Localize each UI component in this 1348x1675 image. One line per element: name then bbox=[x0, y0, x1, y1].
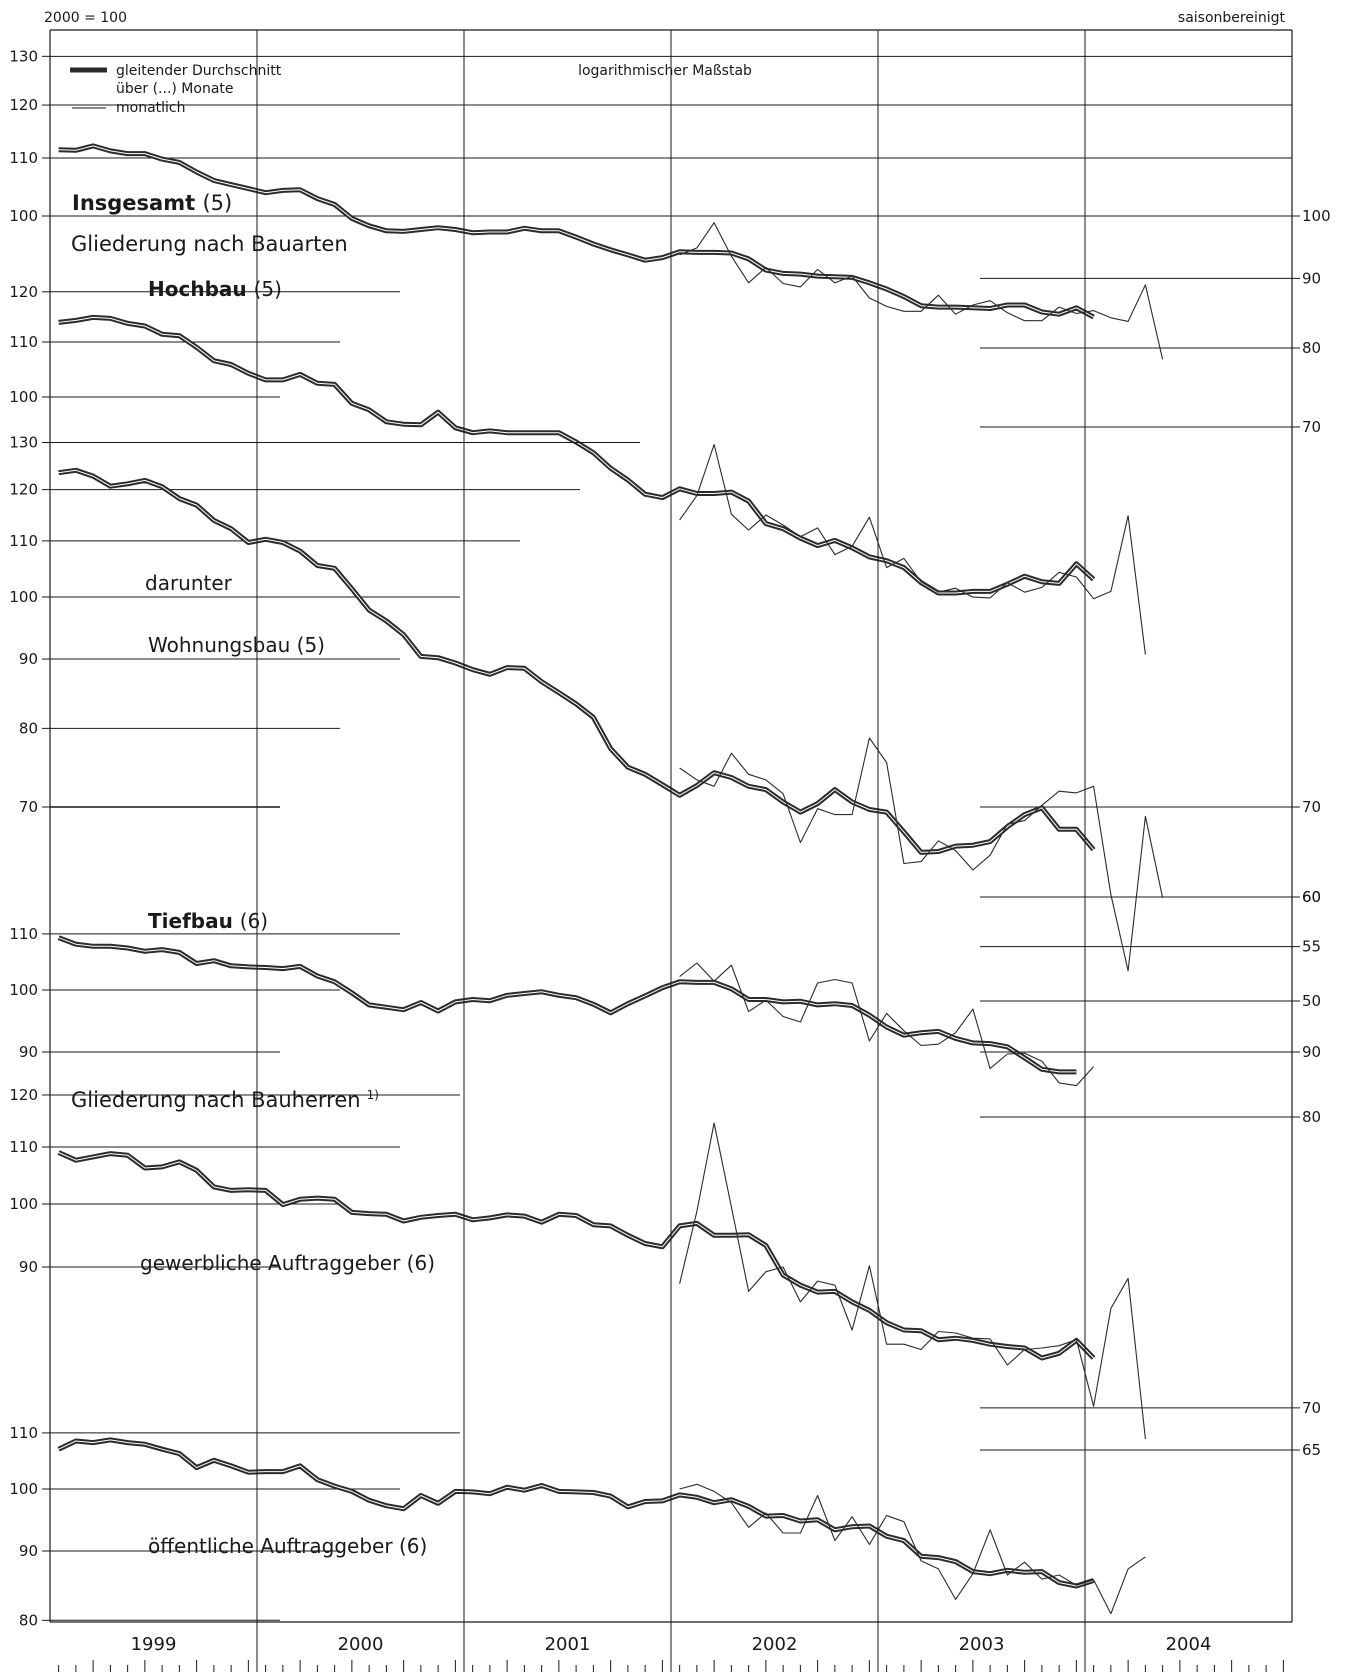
year-label: 2003 bbox=[959, 1634, 1005, 1655]
right-tick-label: 50 bbox=[1302, 992, 1321, 1010]
series-average-inner bbox=[58, 937, 1077, 1073]
left-tick-label: 120 bbox=[9, 1086, 38, 1104]
left-tick-label: 110 bbox=[9, 1138, 38, 1156]
panel-4: 90 100 110 120 80 90 gewerbliche Auftraggeber … bbox=[9, 1043, 1321, 1440]
panel-title-suffix: (5) bbox=[297, 633, 325, 657]
right-tick-label: 60 bbox=[1302, 888, 1321, 906]
panel-title-name: Wohnungsbau bbox=[148, 633, 297, 657]
series-monthly-line bbox=[679, 737, 1164, 972]
time-axis: 1999 2000 2001 2002 2003 2004 bbox=[58, 1634, 1284, 1672]
series-monthly-line bbox=[679, 443, 1146, 655]
right-tick-label: 80 bbox=[1302, 1108, 1321, 1126]
section-bauarten: Gliederung nach Bauarten bbox=[71, 232, 348, 256]
adjustment-label: saisonbereinigt bbox=[1178, 10, 1286, 26]
legend-average-label-1: gleitender Durchschnitt bbox=[116, 63, 282, 79]
section-bauherren-title: Gliederung nach Bauherren bbox=[71, 1088, 361, 1112]
right-tick-label: 65 bbox=[1302, 1441, 1321, 1459]
panel-title-suffix: (6) bbox=[240, 909, 268, 933]
left-tick-label: 130 bbox=[9, 47, 38, 65]
series-average-line bbox=[57, 1437, 1095, 1589]
series-monthly-line bbox=[679, 1122, 1146, 1440]
left-tick-label: 120 bbox=[9, 283, 38, 301]
left-tick-label: 100 bbox=[9, 1195, 38, 1213]
year-label: 2004 bbox=[1166, 1634, 1212, 1655]
year-label: 2002 bbox=[752, 1634, 798, 1655]
legend-average-label-2: über (...) Monate bbox=[116, 81, 234, 97]
series-average-inner bbox=[58, 316, 1094, 594]
legend-monthly-label: monatlich bbox=[116, 100, 186, 116]
panel-title-name: gewerbliche Auftraggeber bbox=[140, 1251, 407, 1275]
panel-title-name: Hochbau bbox=[148, 277, 254, 301]
left-tick-label: 100 bbox=[9, 207, 38, 225]
right-tick-label: 60 bbox=[1302, 888, 1321, 906]
series-average-line bbox=[58, 467, 1096, 855]
left-tick-label: 110 bbox=[9, 149, 38, 167]
panel-title-name: Insgesamt bbox=[72, 191, 202, 215]
right-tick-label: 90 bbox=[1302, 269, 1321, 287]
panel-title-suffix: (5) bbox=[202, 191, 232, 215]
series-average-inner bbox=[58, 469, 1094, 853]
left-tick-label: 110 bbox=[9, 532, 38, 550]
series-average-line bbox=[58, 314, 1096, 596]
series-average-inner bbox=[58, 145, 1094, 318]
left-tick-label: 100 bbox=[9, 1480, 38, 1498]
chart-frame bbox=[49, 29, 1293, 1672]
left-tick-label: 90 bbox=[19, 650, 38, 668]
left-tick-label: 80 bbox=[19, 1611, 38, 1629]
panel-title: Tiefbau (6) bbox=[148, 909, 268, 933]
panel-title-suffix: (5) bbox=[254, 277, 282, 301]
left-tick-label: 80 bbox=[19, 719, 38, 737]
panel-title: öffentliche Auftraggeber (6) bbox=[148, 1534, 427, 1558]
left-tick-label: 100 bbox=[9, 388, 38, 406]
panel-title-name: öffentliche Auftraggeber bbox=[148, 1534, 399, 1558]
panel-title: Insgesamt (5) bbox=[72, 191, 232, 215]
series-average-inner bbox=[58, 1439, 1094, 1587]
darunter-label: darunter bbox=[145, 571, 233, 595]
panel-3: 90 100 110 50 55 60 Tiefbau (6) bbox=[9, 888, 1321, 1087]
panel-title: gewerbliche Auftraggeber (6) bbox=[140, 1251, 435, 1275]
panel-title: Hochbau (5) bbox=[148, 277, 282, 301]
panel-1: 100 110 120 70 80 90 100 Hochbau (5) bbox=[9, 207, 1331, 655]
panel-5: 80 90 100 110 65 70 öffentliche Auftraggeber (… bbox=[9, 1399, 1321, 1629]
left-tick-label: 120 bbox=[9, 96, 38, 114]
panel-2: 70 80 90 100 110 120 130 60 70 Wohnungsbau (5) bbox=[9, 434, 1321, 972]
left-tick-label: 90 bbox=[19, 1258, 38, 1276]
left-tick-label: 130 bbox=[9, 434, 38, 452]
left-tick-label: 110 bbox=[9, 1424, 38, 1442]
right-tick-label: 70 bbox=[1302, 798, 1321, 816]
series-monthly-line bbox=[679, 1483, 1146, 1615]
left-tick-label: 110 bbox=[9, 925, 38, 943]
right-tick-label: 100 bbox=[1302, 207, 1331, 225]
year-label: 2000 bbox=[338, 1634, 384, 1655]
section-bauherren: Gliederung nach Bauherren 1) bbox=[71, 1088, 379, 1112]
panel-title-name: Tiefbau bbox=[148, 909, 240, 933]
base-label: 2000 = 100 bbox=[44, 10, 127, 26]
right-tick-label: 70 bbox=[1302, 1399, 1321, 1417]
year-label: 2001 bbox=[545, 1634, 591, 1655]
left-tick-label: 100 bbox=[9, 588, 38, 606]
legend: gleitender Durchschnitt über (...) Monat… bbox=[70, 63, 282, 116]
series-average-inner bbox=[58, 1152, 1094, 1359]
scale-note: logarithmischer Maßstab bbox=[578, 63, 752, 79]
right-tick-label: 55 bbox=[1302, 938, 1321, 956]
right-tick-label: 90 bbox=[1302, 1043, 1321, 1061]
right-tick-label: 70 bbox=[1302, 418, 1321, 436]
left-tick-label: 100 bbox=[9, 981, 38, 999]
left-tick-label: 120 bbox=[9, 481, 38, 499]
left-tick-label: 70 bbox=[19, 798, 38, 816]
year-label: 1999 bbox=[131, 1634, 177, 1655]
panel-title-suffix: (6) bbox=[399, 1534, 427, 1558]
panel-title: Wohnungsbau (5) bbox=[148, 633, 325, 657]
left-tick-label: 90 bbox=[19, 1043, 38, 1061]
series-monthly-line bbox=[679, 222, 1164, 360]
left-tick-label: 110 bbox=[9, 333, 38, 351]
series-monthly-line bbox=[679, 962, 1095, 1087]
right-tick-label: 80 bbox=[1302, 339, 1321, 357]
left-tick-label: 90 bbox=[19, 1542, 38, 1560]
panel-title-suffix: (6) bbox=[407, 1251, 435, 1275]
